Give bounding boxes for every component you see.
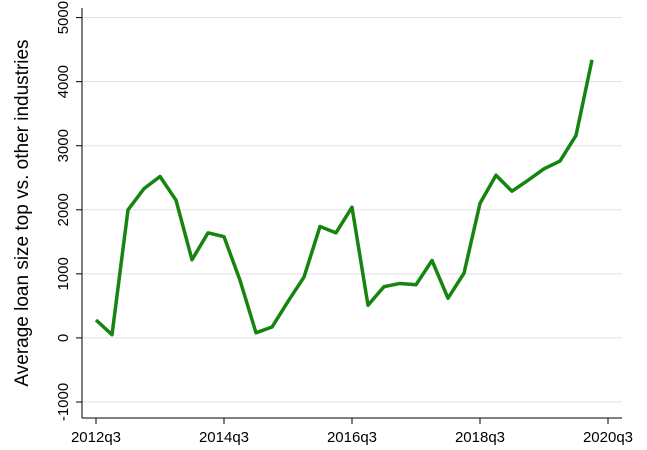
- y-tick-label: 1000: [55, 257, 72, 290]
- x-tick-label: 2012q3: [71, 429, 121, 446]
- y-tick-label: 0: [55, 334, 72, 342]
- x-tick-label: 2014q3: [199, 429, 249, 446]
- y-tick-label: 3000: [55, 129, 72, 162]
- y-tick-label: 4000: [55, 65, 72, 98]
- y-tick-label: -1000: [55, 383, 72, 421]
- x-tick-label: 2016q3: [327, 429, 377, 446]
- x-tick-label: 2018q3: [455, 429, 505, 446]
- y-tick-label: 5000: [55, 1, 72, 34]
- x-tick-label: 2020q3: [583, 429, 633, 446]
- y-tick-label: 2000: [55, 193, 72, 226]
- data-line: [94, 59, 594, 337]
- y-axis-title: Average loan size top vs. other industri…: [12, 39, 33, 386]
